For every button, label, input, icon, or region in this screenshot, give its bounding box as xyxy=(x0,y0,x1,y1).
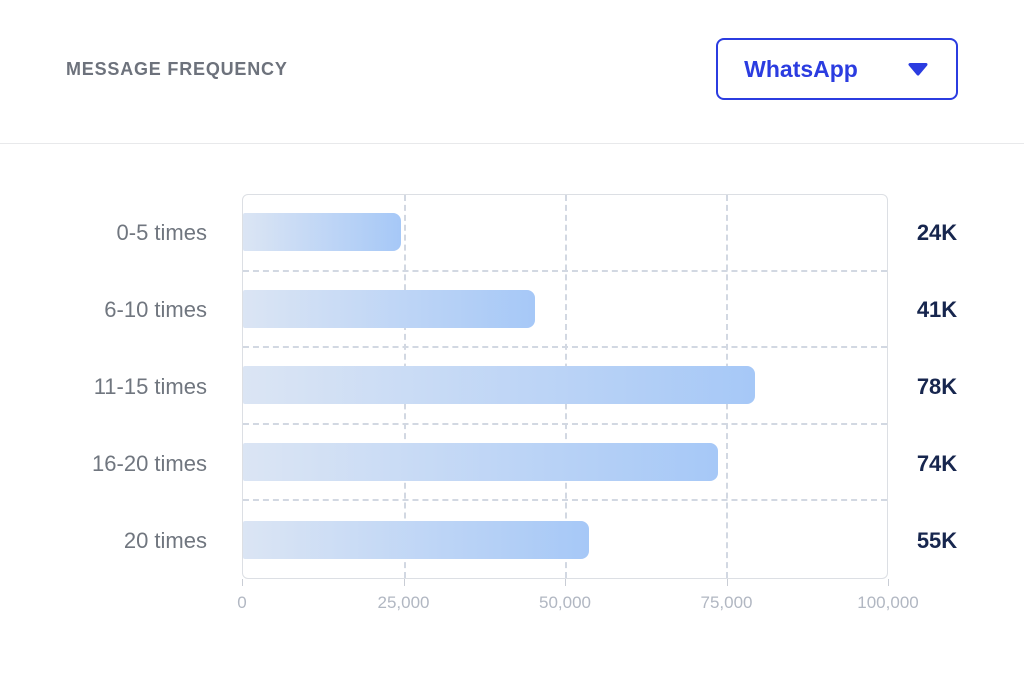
x-axis-label: 100,000 xyxy=(857,593,919,612)
bar-row xyxy=(243,272,887,349)
x-axis-labels: 0 25,000 50,000 75,000 100,000 xyxy=(237,593,918,615)
value-label: 55K xyxy=(916,527,958,553)
category-label: 11-15 times xyxy=(93,373,207,399)
value-labels: 24K 41K 78K 74K 55K xyxy=(896,194,978,579)
axis-tick xyxy=(726,579,728,586)
axis-tick xyxy=(565,579,566,586)
axis-tick xyxy=(403,579,405,586)
value-label: 41K xyxy=(916,296,958,322)
bar-row xyxy=(243,348,887,425)
x-axis-label: 75,000 xyxy=(700,593,753,612)
bar xyxy=(243,366,755,405)
bar-rows xyxy=(243,195,887,578)
category-label: 0-5 times xyxy=(116,219,207,245)
bar xyxy=(243,213,401,252)
bar-row xyxy=(243,195,887,272)
x-axis-label: 0 xyxy=(237,593,247,612)
bar-row xyxy=(243,425,887,502)
header-divider xyxy=(0,143,1024,144)
bar xyxy=(243,443,719,482)
value-label: 74K xyxy=(916,450,958,476)
axis-tick xyxy=(242,579,243,586)
x-axis-label: 50,000 xyxy=(539,593,591,612)
axis-ticks xyxy=(242,579,889,587)
channel-dropdown[interactable]: WhatsApp xyxy=(716,38,958,100)
bar xyxy=(243,289,535,328)
x-axis-label: 25,000 xyxy=(377,593,430,612)
bar xyxy=(243,520,590,559)
axis-tick xyxy=(888,579,889,586)
panel-title: MESSAGE FREQUENCY xyxy=(66,59,288,79)
caret-down-icon xyxy=(906,62,930,76)
category-label: 16-20 times xyxy=(92,450,207,476)
value-label: 24K xyxy=(916,219,958,245)
category-labels: 0-5 times 6-10 times 11-15 times 16-20 time… xyxy=(0,194,207,579)
channel-dropdown-label: WhatsApp xyxy=(744,55,858,82)
value-label: 78K xyxy=(916,373,958,399)
bar-row xyxy=(243,501,887,578)
category-label: 6-10 times xyxy=(104,296,207,322)
plot-area xyxy=(242,194,888,579)
category-label: 20 times xyxy=(123,527,207,553)
